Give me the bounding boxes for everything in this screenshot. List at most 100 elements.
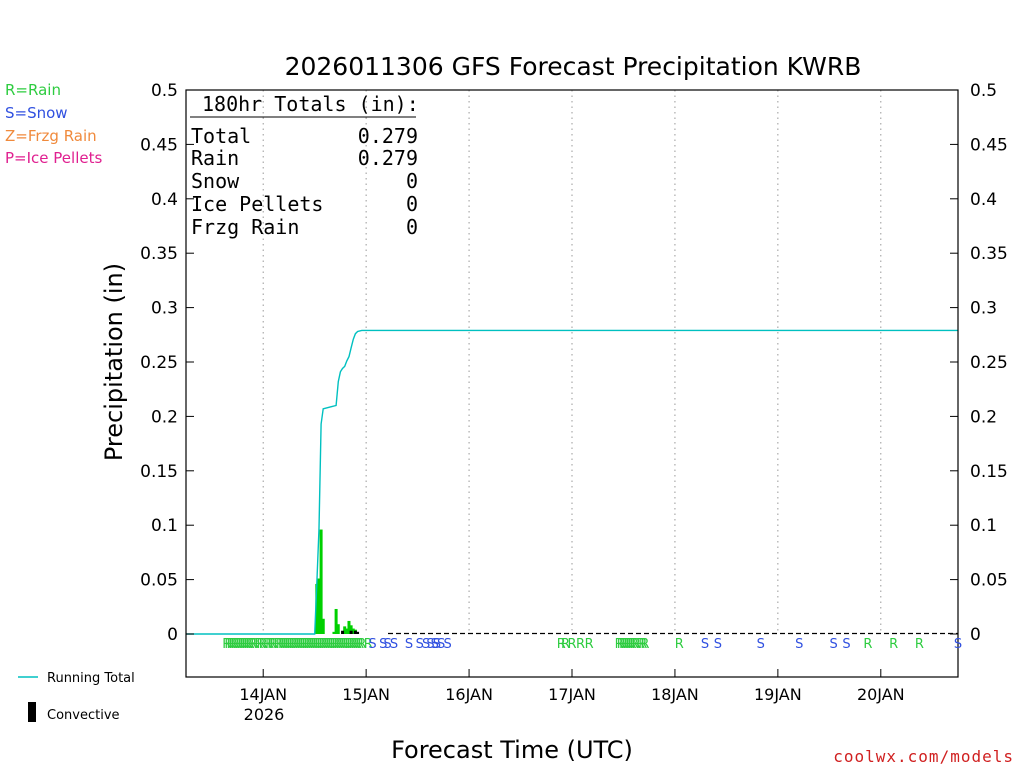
ptype-rain-mark: R xyxy=(254,637,263,652)
ptype-snow-mark: S xyxy=(437,637,445,652)
ptype-snow-mark: S xyxy=(426,637,434,652)
totals-ice-pellets-label: Ice Pellets xyxy=(191,192,323,216)
ptype-rain-mark: R xyxy=(304,637,313,652)
legend-ice-pellets: P=Ice Pellets xyxy=(5,149,102,167)
ptype-rain-mark: R xyxy=(327,637,336,652)
y-tick-label-right: 0.15 xyxy=(970,462,1008,482)
ptype-rain-mark: R xyxy=(621,637,630,652)
convective-bar xyxy=(349,630,353,634)
ptype-snow-mark: S xyxy=(954,637,962,652)
totals-total-value: 0.279 xyxy=(358,124,418,148)
ptype-rain-mark: R xyxy=(329,637,338,652)
ptype-snow-mark: S xyxy=(701,637,709,652)
rain-bar xyxy=(345,628,349,634)
ptype-snow-mark: S xyxy=(416,637,424,652)
rain-bar xyxy=(347,620,351,634)
ptype-rain-mark: R xyxy=(915,637,924,652)
ptype-rain-mark: R xyxy=(619,637,628,652)
ptype-rain-mark: R xyxy=(351,637,360,652)
x-tick-label: 20JAN xyxy=(857,685,905,704)
ptype-rain-mark: R xyxy=(244,637,253,652)
x-tick-label: 14JAN xyxy=(239,685,287,704)
ptype-snow-mark: S xyxy=(422,637,430,652)
ptype-rain-mark: R xyxy=(338,637,347,652)
ptype-rain-mark: R xyxy=(308,637,317,652)
ptype-rain-mark: R xyxy=(344,637,353,652)
ptype-rain-mark: R xyxy=(280,637,289,652)
x-tick-label: 19JAN xyxy=(754,685,802,704)
y-tick-label-left: 0.15 xyxy=(140,462,178,482)
ptype-rain-mark: R xyxy=(863,637,872,652)
ptype-rain-mark: R xyxy=(259,637,268,652)
running-total-line xyxy=(186,329,958,635)
y-tick-label-left: 0.5 xyxy=(151,81,178,101)
ptype-snow-mark: S xyxy=(757,637,765,652)
ptype-rain-mark: R xyxy=(889,637,898,652)
y-tick-label-right: 0.45 xyxy=(970,135,1008,155)
convective-bar xyxy=(341,630,345,634)
ptype-rain-mark: R xyxy=(231,637,240,652)
y-tick-label-right: 0.25 xyxy=(970,353,1008,373)
ptype-rain-mark: R xyxy=(617,637,626,652)
ptype-rain-mark: R xyxy=(250,637,259,652)
ptype-rain-mark: R xyxy=(567,637,576,652)
ptype-rain-mark: R xyxy=(306,637,315,652)
ptype-rain-mark: R xyxy=(357,637,366,652)
ptype-rain-mark: R xyxy=(615,637,624,652)
ptype-rain-mark: R xyxy=(299,637,308,652)
ptype-rain-mark: R xyxy=(321,637,330,652)
rain-bar xyxy=(351,628,355,634)
ptype-rain-mark: R xyxy=(297,637,306,652)
ptype-snow-mark: S xyxy=(795,637,803,652)
y-axis: 0 00.05 0.050.1 0.10.15 0.150.2 0.20.25 0.250.… xyxy=(140,81,1008,645)
ptype-rain-mark: R xyxy=(302,637,311,652)
ptype-rain-mark: R xyxy=(332,637,341,652)
ptype-rain-mark: R xyxy=(239,637,248,652)
ptype-rain-mark: R xyxy=(314,637,323,652)
ptype-rain-mark: R xyxy=(319,637,328,652)
ptype-snow-mark: S xyxy=(431,637,439,652)
ptype-rain-mark: R xyxy=(310,637,319,652)
legend-frzg-rain: Z=Frzg Rain xyxy=(5,127,97,145)
convective-bars xyxy=(341,630,360,634)
ptype-rain-mark: R xyxy=(638,637,647,652)
legend-snow: S=Snow xyxy=(5,104,68,122)
totals-title: 180hr Totals (in): xyxy=(202,92,419,116)
convective-bar xyxy=(353,630,357,634)
y-tick-label-right: 0 xyxy=(970,625,981,645)
convective-bar xyxy=(356,631,360,634)
ptype-rain-mark: R xyxy=(248,637,257,652)
ptype-rain-mark: R xyxy=(325,637,334,652)
totals-box: 180hr Totals (in): Total 0.279 Rain 0.27… xyxy=(190,92,419,239)
ptype-rain-mark: R xyxy=(347,637,356,652)
ptype-rain-mark: R xyxy=(235,637,244,652)
ptype-rain-mark: R xyxy=(640,637,649,652)
y-tick-label-right: 0.5 xyxy=(970,81,997,101)
ptype-rain-mark: R xyxy=(282,637,291,652)
ptype-rain-mark: R xyxy=(585,637,594,652)
ptype-rain-mark: R xyxy=(625,637,634,652)
y-tick-label-left: 0.35 xyxy=(140,244,178,264)
y-axis-label: Precipitation (in) xyxy=(100,263,128,461)
ptype-rain-mark: R xyxy=(227,637,236,652)
totals-frzg-rain-label: Frzg Rain xyxy=(191,215,299,239)
y-tick-label-right: 0.05 xyxy=(970,571,1008,591)
ptype-rain-mark: R xyxy=(293,637,302,652)
ptype-rain-mark: R xyxy=(291,637,300,652)
y-tick-label-left: 0.4 xyxy=(151,190,178,210)
totals-rain-label: Rain xyxy=(191,146,239,170)
ptype-rain-mark: R xyxy=(636,637,645,652)
rain-bar xyxy=(321,618,325,634)
totals-snow-label: Snow xyxy=(191,169,240,193)
totals-frzg-rain-value: 0 xyxy=(406,215,418,239)
ptype-rain-mark: R xyxy=(312,637,321,652)
ptype-snow-mark: S xyxy=(842,637,850,652)
ptype-snow-mark: S xyxy=(379,637,387,652)
ptype-rain-mark: R xyxy=(561,637,570,652)
x-tick-label: 17JAN xyxy=(548,685,596,704)
ptype-rain-mark: R xyxy=(334,637,343,652)
ptype-rain-mark: R xyxy=(276,637,285,652)
y-tick-label-left: 0.2 xyxy=(151,407,178,427)
ptype-rain-mark: R xyxy=(349,637,358,652)
